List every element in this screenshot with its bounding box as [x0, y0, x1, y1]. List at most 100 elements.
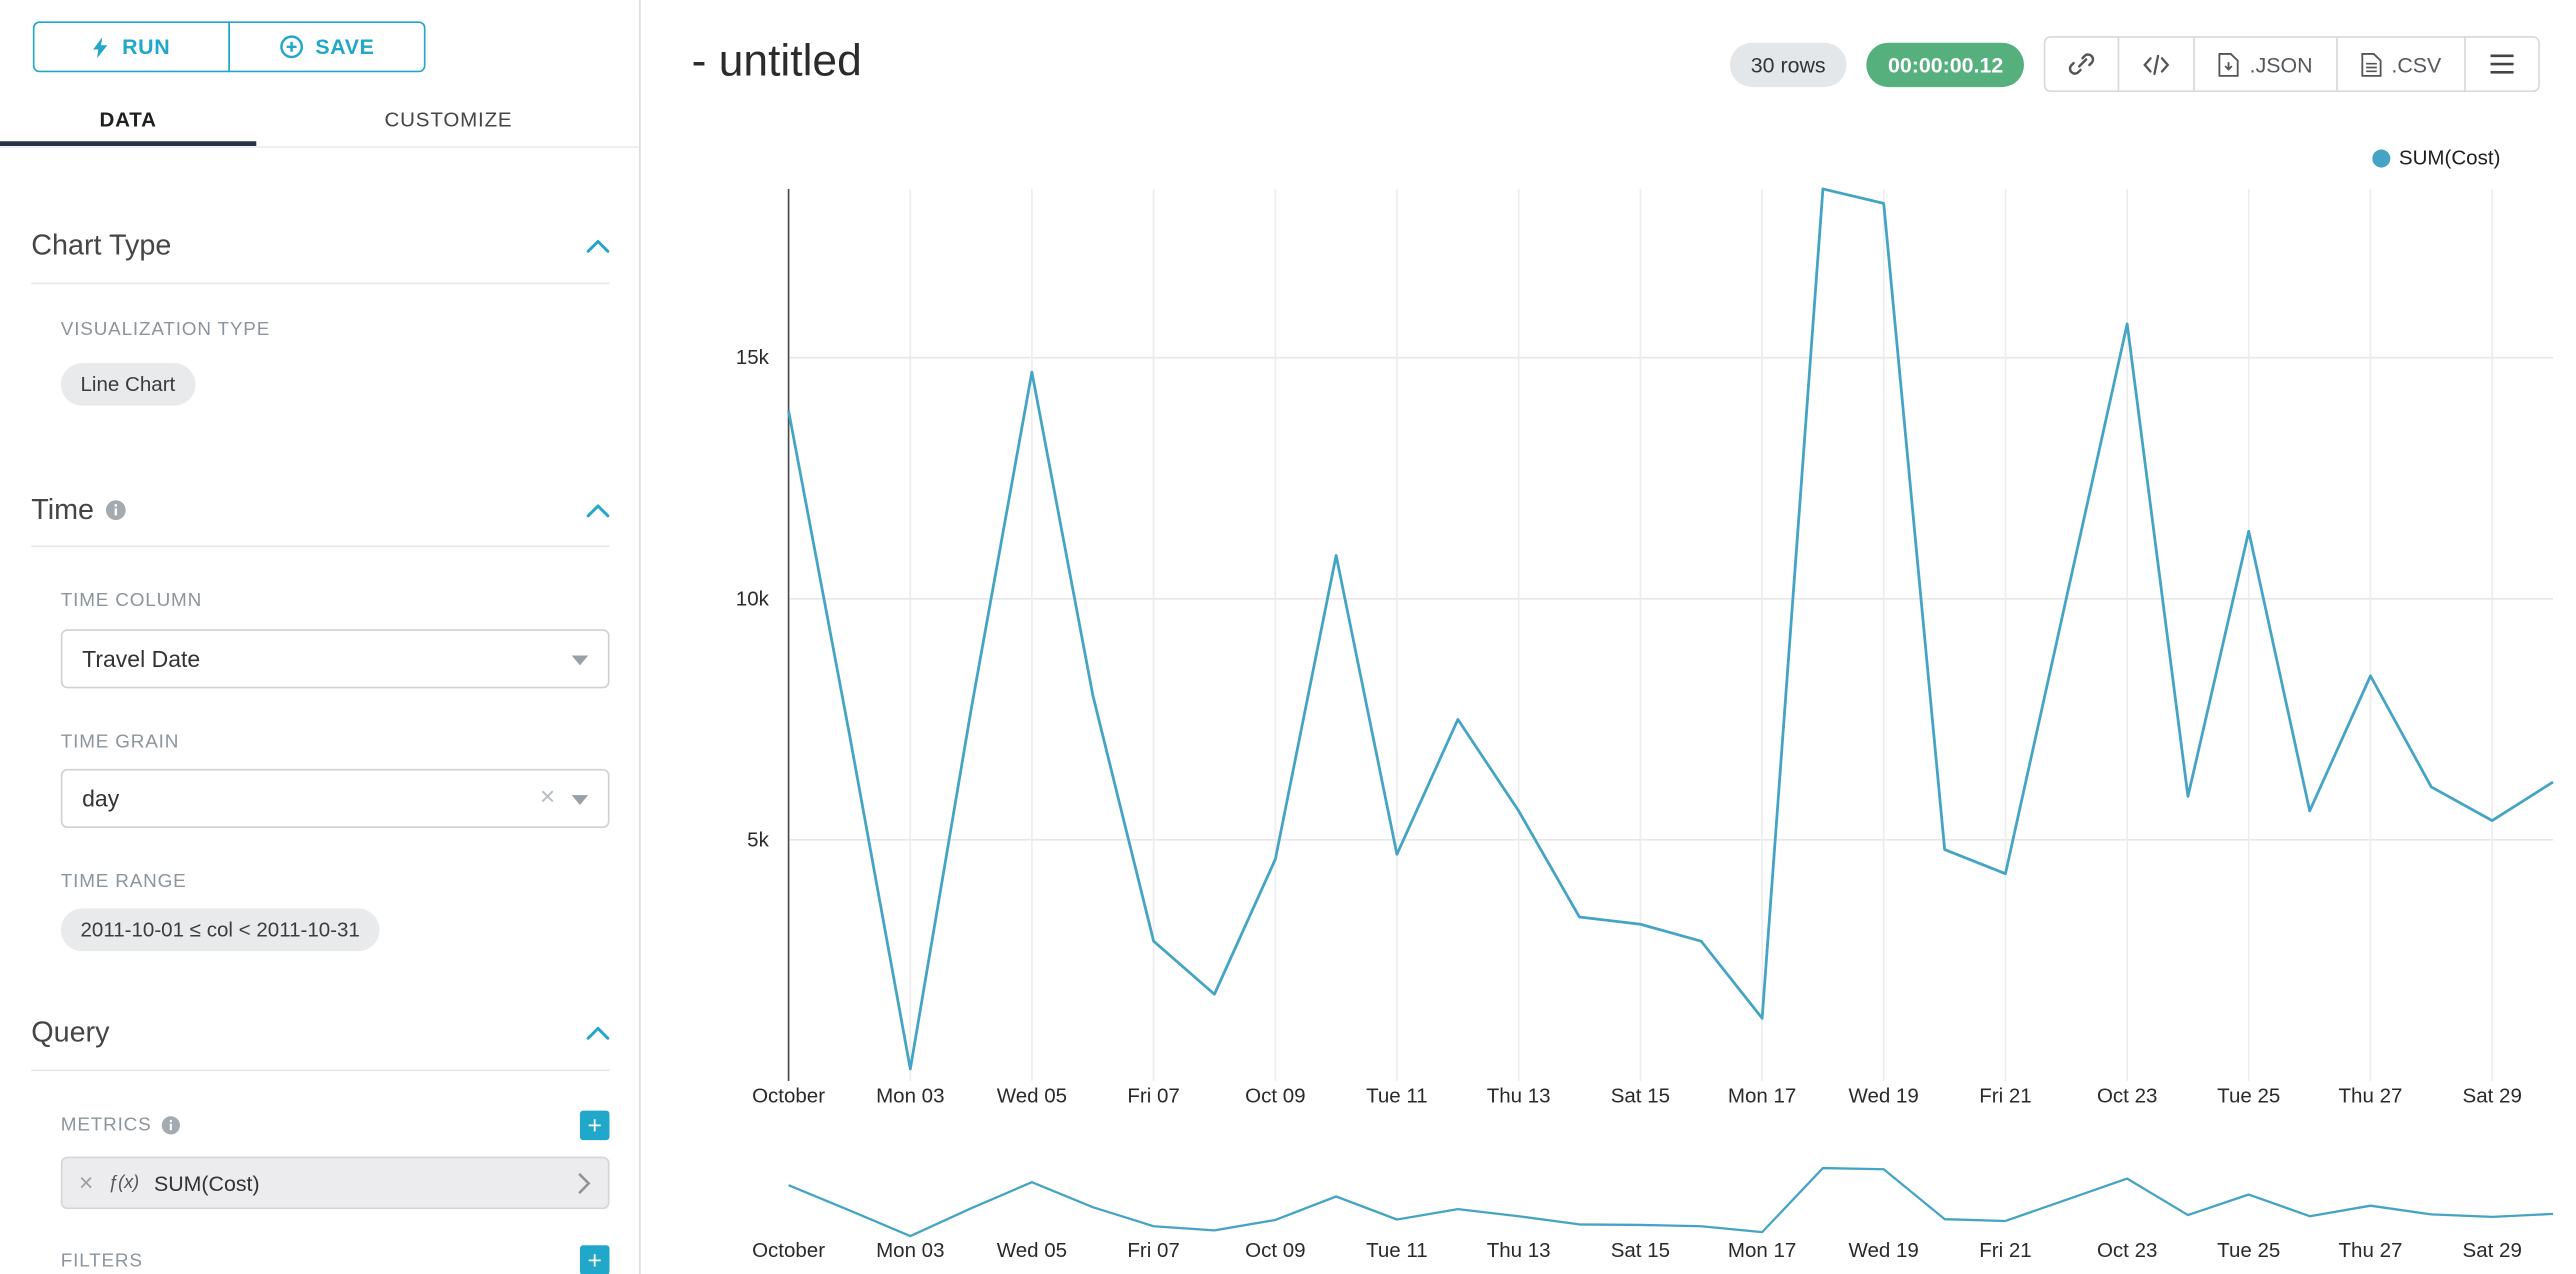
line-chart-brush[interactable]: October Mon 03 Wed 05 Fri 07 Oct 09 Tue 11 Thu… [723, 1155, 2576, 1273]
row-count-badge: 30 rows [1729, 41, 1847, 87]
x-tick-label: Tue 25 [2217, 1084, 2280, 1107]
lightning-bolt-icon [93, 36, 108, 58]
export-json-button[interactable]: .JSON [2193, 36, 2338, 92]
time-range-label: TIME RANGE [60, 872, 187, 893]
share-link-button[interactable] [2044, 36, 2120, 92]
x-tick-label: October [752, 1084, 825, 1107]
view-query-button[interactable] [2118, 36, 2196, 92]
filters-label: FILTERS [60, 1251, 143, 1272]
clear-icon[interactable]: × [539, 783, 556, 812]
y-tick-label: 10k [736, 587, 770, 610]
run-save-group: RUN SAVE [32, 21, 426, 73]
chevron-up-icon[interactable] [586, 503, 610, 517]
link-icon [2069, 53, 2095, 75]
x-tick-label: Tue 11 [1366, 1239, 1428, 1262]
legend-dot [2372, 148, 2391, 167]
code-icon [2143, 53, 2170, 75]
x-tick-label: Fri 21 [1979, 1239, 2031, 1262]
time-grain-value: day [82, 785, 120, 812]
tab-data[interactable]: DATA [0, 92, 256, 146]
chevron-down-icon [571, 794, 589, 812]
plus-circle-icon [280, 35, 303, 59]
time-section-title: Time [31, 492, 95, 526]
chevron-up-icon[interactable] [586, 239, 610, 253]
x-tick-label: Thu 27 [2339, 1239, 2403, 1262]
x-tick-label: Oct 23 [2097, 1239, 2157, 1262]
x-tick-label: Mon 17 [1728, 1239, 1796, 1262]
x-tick-label: Oct 09 [1245, 1084, 1305, 1107]
x-tick-label: Sat 29 [2463, 1084, 2522, 1107]
x-tick-label: Wed 05 [997, 1084, 1067, 1107]
download-file-icon [2219, 52, 2240, 76]
export-csv-label: .CSV [2391, 51, 2442, 77]
chevron-right-icon[interactable] [578, 1172, 591, 1193]
chart-menu-button[interactable] [2464, 36, 2540, 92]
chart-header-actions: 30 rows 00:00:00.12 [1729, 36, 2540, 92]
chevron-up-icon[interactable] [586, 1025, 610, 1039]
export-json-label: .JSON [2249, 51, 2313, 77]
save-button-label: SAVE [315, 34, 375, 60]
x-tick-label: Mon 03 [876, 1084, 944, 1107]
x-tick-label: Fri 07 [1127, 1239, 1179, 1262]
time-column-select[interactable]: Travel Date [60, 629, 610, 689]
x-tick-label: Tue 25 [2217, 1239, 2280, 1262]
menu-icon [2490, 54, 2514, 74]
chart-legend[interactable]: SUM(Cost) [2372, 146, 2500, 169]
tab-data-label: DATA [99, 107, 157, 131]
x-tick-label: Mon 03 [876, 1239, 944, 1262]
chart-type-section-title: Chart Type [31, 228, 172, 262]
export-button-group: .JSON .CSV [2044, 36, 2540, 92]
control-panel: RUN SAVE DATA CUSTOMIZE Chart Type [0, 0, 641, 1274]
x-tick-label: Wed 19 [1849, 1084, 1919, 1107]
time-grain-select[interactable]: day × [60, 768, 610, 828]
run-button-label: RUN [122, 34, 171, 60]
section-divider [31, 282, 610, 285]
add-filter-button[interactable]: + [579, 1245, 610, 1274]
x-tick-label: Sat 15 [1611, 1084, 1670, 1107]
tab-customize-label: CUSTOMIZE [384, 107, 513, 131]
line-chart[interactable]: 5k 10k 15k October Mon 03 Wed 05 Fri 07 Oct 09 T… [723, 181, 2576, 1126]
chart-area: - untitled 30 rows 00:00:00.12 [642, 0, 2576, 1274]
visualization-type-value[interactable]: Line Chart [60, 363, 195, 406]
export-csv-button[interactable]: .CSV [2335, 36, 2466, 92]
x-tick-label: Oct 09 [1245, 1239, 1305, 1262]
x-tick-label: October [752, 1239, 825, 1262]
x-tick-label: Wed 05 [997, 1239, 1067, 1262]
function-icon: ƒ(x) [108, 1173, 140, 1193]
chart-type-section-header[interactable]: Chart Type [31, 228, 610, 262]
remove-metric-icon[interactable]: × [78, 1168, 94, 1197]
chevron-down-icon [571, 654, 589, 673]
time-range-value[interactable]: 2011-10-01 ≤ col < 2011-10-31 [60, 908, 380, 952]
query-section-title: Query [31, 1015, 110, 1049]
time-column-value: Travel Date [82, 645, 201, 672]
x-tick-label: Sat 15 [1611, 1239, 1670, 1262]
save-button[interactable]: SAVE [228, 21, 426, 73]
add-metric-button[interactable]: + [579, 1110, 610, 1141]
time-grain-label: TIME GRAIN [60, 732, 180, 753]
y-tick-label: 15k [736, 346, 770, 369]
x-tick-label: Thu 27 [2339, 1084, 2403, 1107]
info-icon [162, 1116, 181, 1135]
time-column-label: TIME COLUMN [60, 591, 203, 612]
x-tick-label: Mon 17 [1728, 1084, 1796, 1107]
x-tick-label: Fri 21 [1979, 1084, 2031, 1107]
data-line [787, 187, 2554, 1071]
x-tick-label: Fri 07 [1127, 1084, 1179, 1107]
run-button[interactable]: RUN [32, 21, 230, 73]
x-tick-label: Oct 23 [2097, 1084, 2157, 1107]
metric-chip-label: SUM(Cost) [153, 1170, 260, 1196]
tab-customize[interactable]: CUSTOMIZE [256, 92, 639, 146]
section-divider [31, 1069, 610, 1072]
time-section-header[interactable]: Time [31, 492, 610, 528]
file-text-icon [2360, 52, 2381, 76]
section-divider [31, 545, 610, 548]
y-tick-label: 5k [747, 828, 769, 851]
timer-badge: 00:00:00.12 [1866, 41, 2025, 87]
x-tick-label: Thu 13 [1487, 1239, 1551, 1262]
x-tick-label: Sat 29 [2463, 1239, 2522, 1262]
x-tick-label: Tue 11 [1366, 1084, 1428, 1107]
x-tick-label: Wed 19 [1849, 1239, 1919, 1262]
query-section-header[interactable]: Query [31, 1015, 610, 1050]
metric-chip[interactable]: × ƒ(x) SUM(Cost) [60, 1156, 610, 1210]
data-line [788, 1166, 2554, 1238]
